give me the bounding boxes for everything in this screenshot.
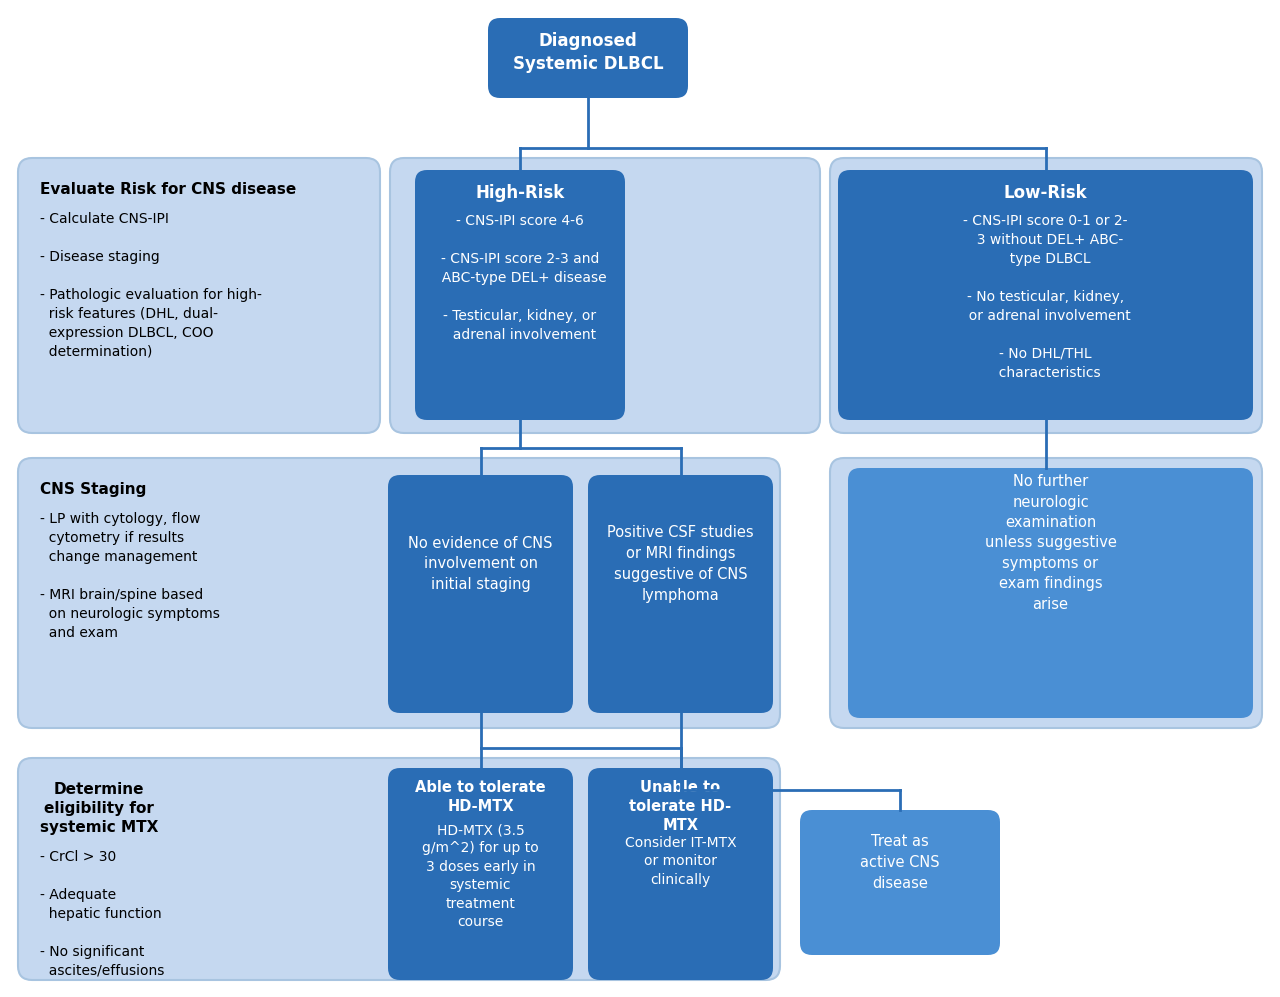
Text: - CrCl > 30

- Adequate
  hepatic function

- No significant
  ascites/effusions: - CrCl > 30 - Adequate hepatic function … [40, 850, 164, 978]
FancyBboxPatch shape [415, 170, 625, 420]
Text: - CNS-IPI score 0-1 or 2-
  3 without DEL+ ABC-
  type DLBCL

- No testicular, k: - CNS-IPI score 0-1 or 2- 3 without DEL+… [960, 214, 1130, 380]
Text: Positive CSF studies
or MRI findings
suggestive of CNS
lymphoma: Positive CSF studies or MRI findings sug… [607, 525, 754, 603]
Text: - Calculate CNS-IPI

- Disease staging

- Pathologic evaluation for high-
  risk: - Calculate CNS-IPI - Disease staging - … [40, 212, 262, 359]
Text: No evidence of CNS
involvement on
initial staging: No evidence of CNS involvement on initia… [408, 535, 553, 592]
Text: - CNS-IPI score 4-6

- CNS-IPI score 2-3 and
  ABC-type DEL+ disease

- Testicul: - CNS-IPI score 4-6 - CNS-IPI score 2-3 … [433, 214, 607, 342]
FancyBboxPatch shape [388, 768, 573, 980]
FancyBboxPatch shape [588, 475, 773, 713]
Text: Consider IT-MTX
or monitor
clinically: Consider IT-MTX or monitor clinically [625, 836, 736, 886]
FancyBboxPatch shape [28, 768, 370, 970]
Text: Treat as
active CNS
disease: Treat as active CNS disease [860, 834, 940, 891]
Text: High-Risk: High-Risk [475, 184, 564, 202]
FancyBboxPatch shape [488, 18, 689, 98]
Text: Determine
eligibility for
systemic MTX: Determine eligibility for systemic MTX [40, 782, 159, 835]
Text: Able to tolerate
HD-MTX: Able to tolerate HD-MTX [415, 780, 545, 815]
FancyBboxPatch shape [28, 168, 370, 423]
FancyBboxPatch shape [588, 768, 773, 980]
FancyBboxPatch shape [829, 158, 1262, 433]
Text: Evaluate Risk for CNS disease: Evaluate Risk for CNS disease [40, 182, 296, 197]
Text: Unable to
tolerate HD-
MTX: Unable to tolerate HD- MTX [630, 780, 732, 833]
FancyBboxPatch shape [18, 158, 380, 433]
FancyBboxPatch shape [838, 170, 1253, 420]
FancyBboxPatch shape [829, 458, 1262, 728]
FancyBboxPatch shape [849, 468, 1253, 718]
Text: Low-Risk: Low-Risk [1004, 184, 1087, 202]
Text: HD-MTX (3.5
g/m^2) for up to
3 doses early in
systemic
treatment
course: HD-MTX (3.5 g/m^2) for up to 3 doses ear… [422, 823, 539, 929]
FancyBboxPatch shape [800, 810, 1000, 955]
Text: Diagnosed
Systemic DLBCL: Diagnosed Systemic DLBCL [513, 32, 663, 73]
FancyBboxPatch shape [18, 758, 780, 980]
Text: - LP with cytology, flow
  cytometry if results
  change management

- MRI brain: - LP with cytology, flow cytometry if re… [40, 512, 220, 640]
Text: No further
neurologic
examination
unless suggestive
symptoms or
exam findings
ar: No further neurologic examination unless… [984, 475, 1116, 612]
FancyBboxPatch shape [390, 158, 820, 433]
FancyBboxPatch shape [388, 475, 573, 713]
FancyBboxPatch shape [28, 468, 370, 718]
FancyBboxPatch shape [18, 458, 780, 728]
Text: CNS Staging: CNS Staging [40, 482, 146, 497]
